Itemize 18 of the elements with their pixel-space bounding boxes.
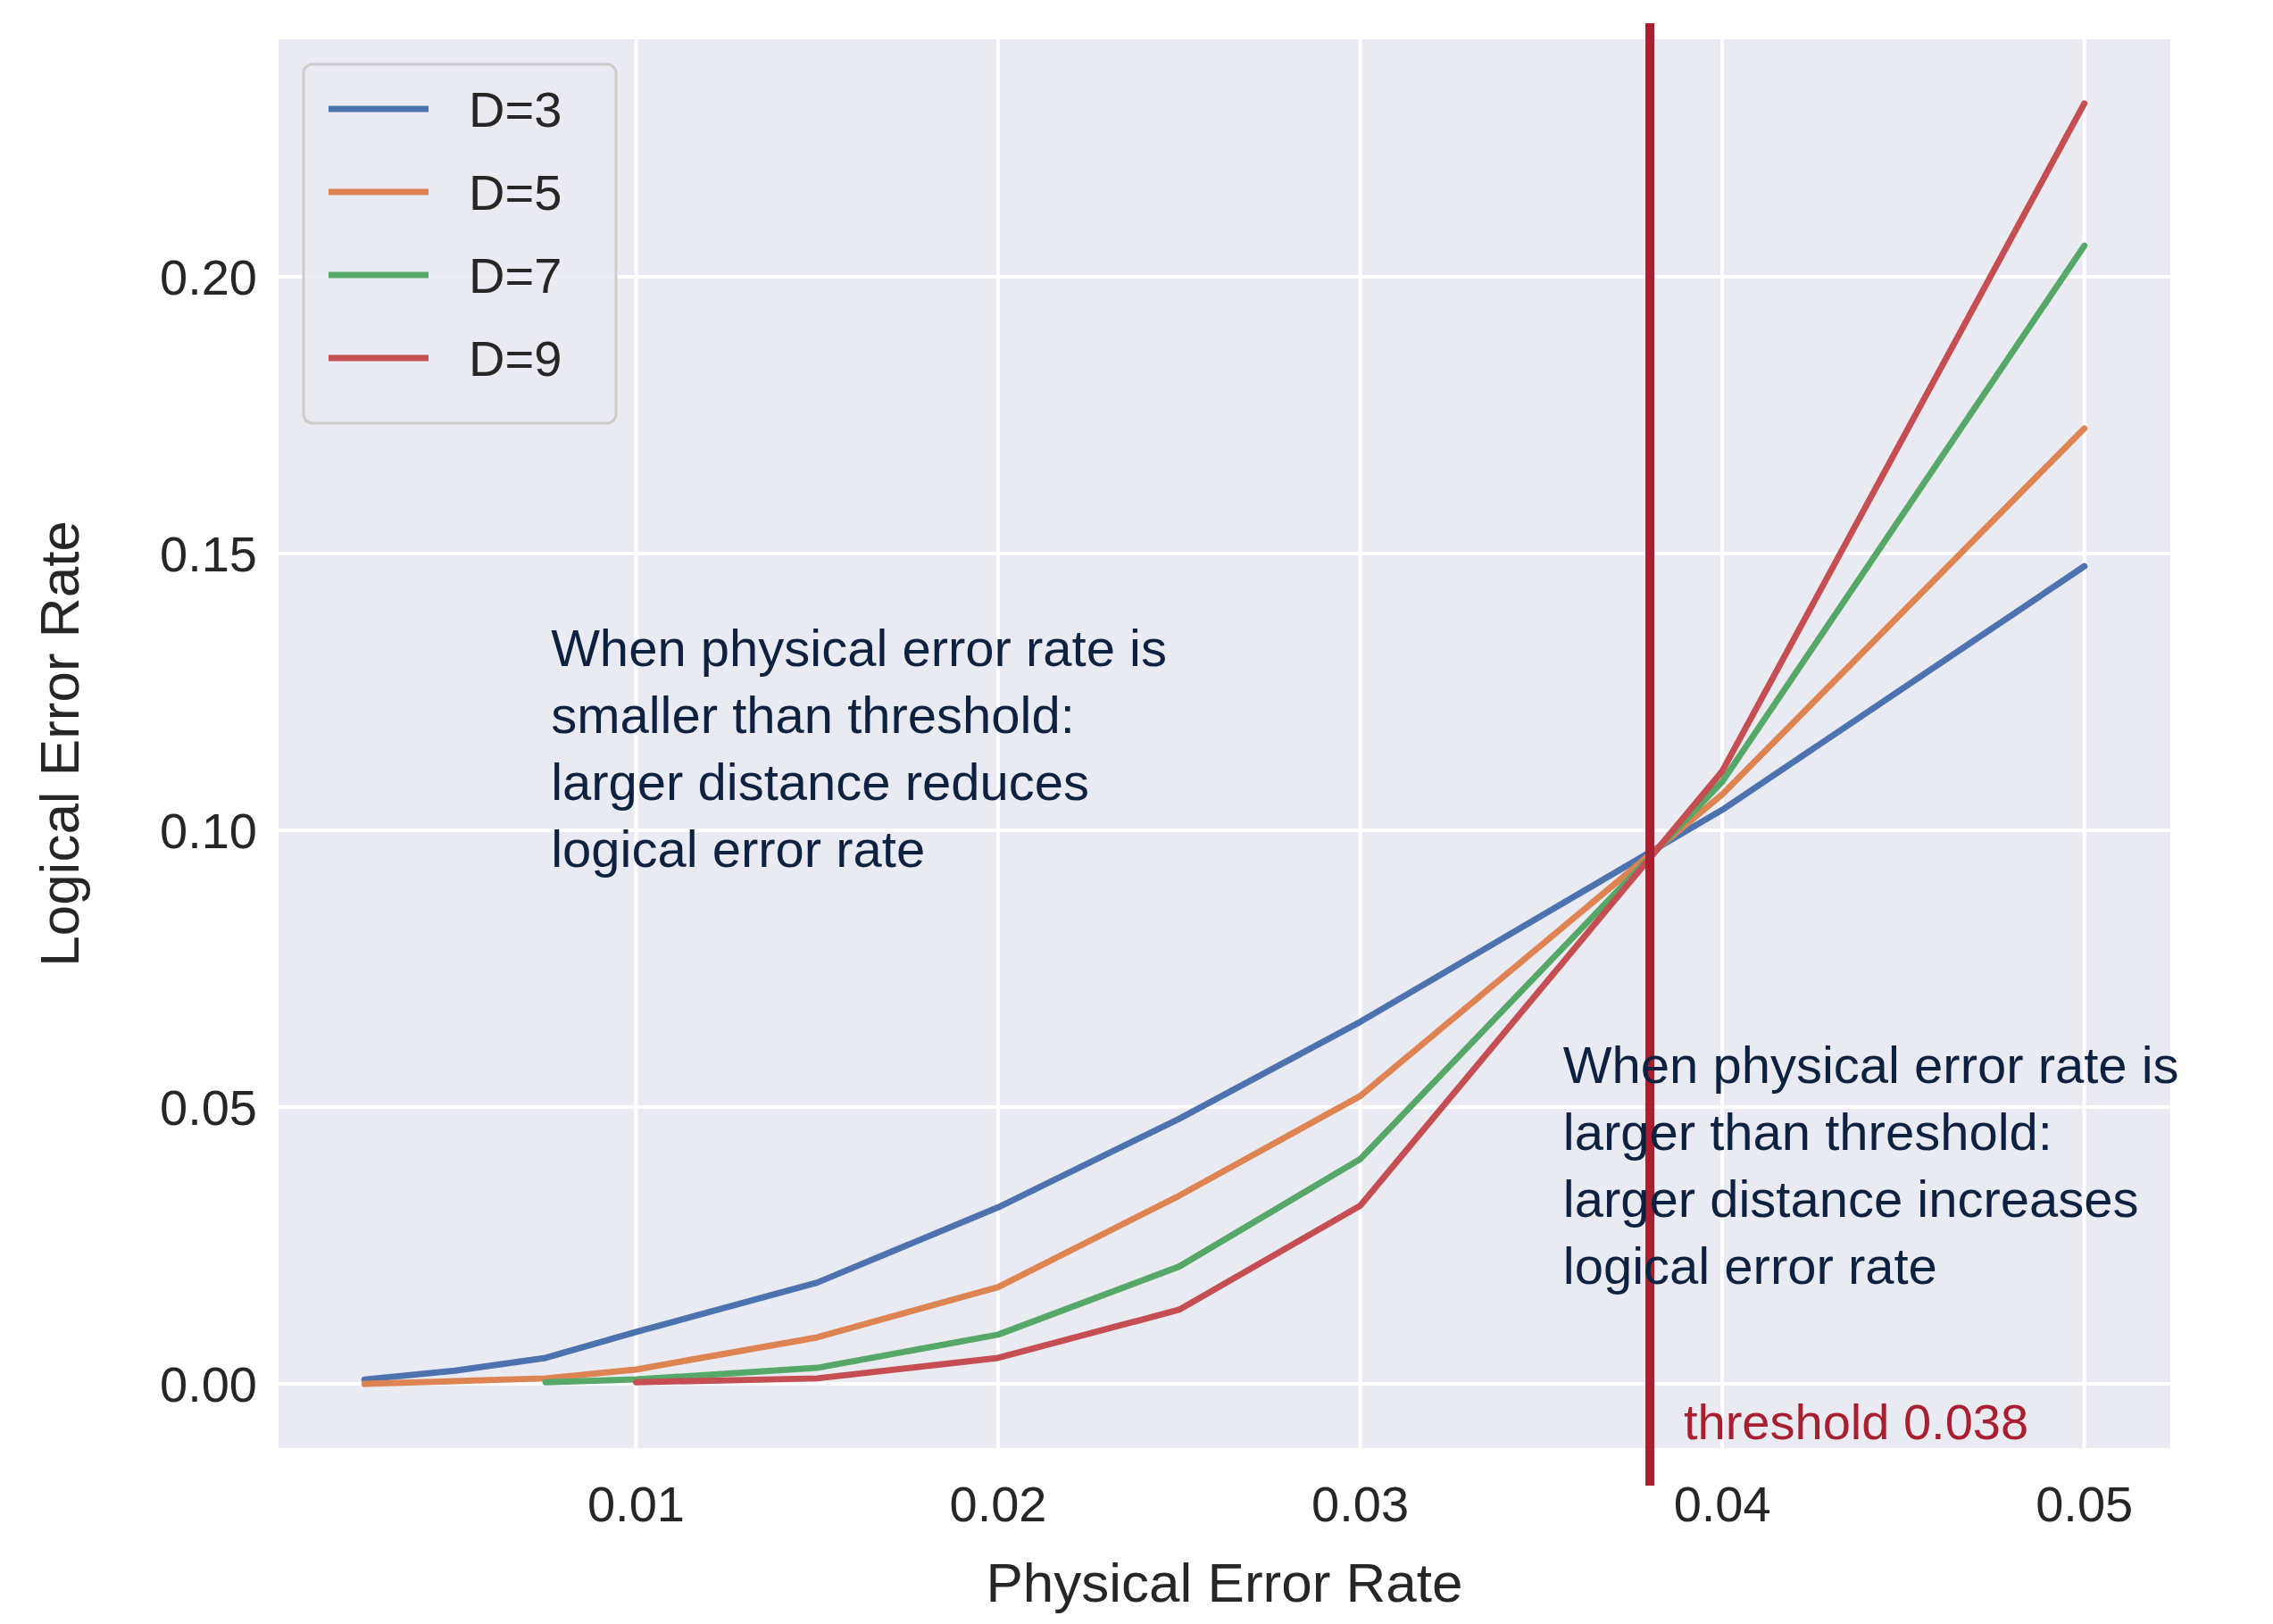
y-tick-label: 0.20: [160, 248, 257, 305]
y-tick-label: 0.10: [160, 802, 257, 859]
ref-line-label: threshold 0.038: [1684, 1394, 2029, 1451]
y-tick-label: 0.05: [160, 1079, 257, 1136]
y-tick-label: 0.15: [160, 525, 257, 582]
x-tick-label: 0.05: [2036, 1476, 2134, 1532]
x-tick-label: 0.02: [949, 1476, 1047, 1532]
x-axis-title: Physical Error Rate: [986, 1552, 1463, 1613]
legend-label: D=3: [469, 80, 562, 137]
legend-label: D=7: [469, 246, 562, 304]
y-tick-label: 0.00: [160, 1355, 257, 1412]
x-tick-label: 0.04: [1673, 1476, 1771, 1532]
y-axis-title: Logical Error Rate: [29, 521, 90, 967]
annotation: When physical error rate is smaller than threshold: larger distance reduces logical error rate: [551, 619, 1167, 879]
legend-label: D=5: [469, 163, 562, 221]
x-tick-label: 0.03: [1311, 1476, 1410, 1532]
x-tick-label: 0.01: [587, 1476, 685, 1532]
legend-label: D=9: [469, 329, 562, 387]
